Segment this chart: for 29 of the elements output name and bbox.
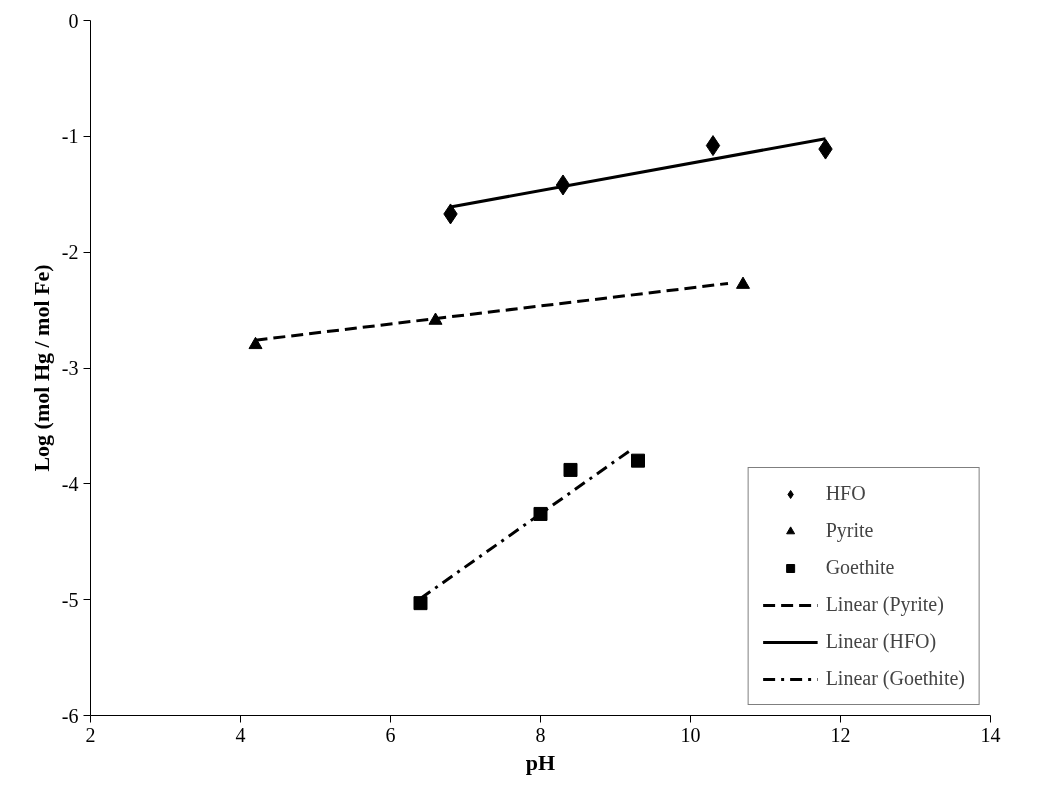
y-tick-label: -3 [61,357,79,379]
x-axis-title: pH [525,749,556,775]
y-tick-label: -5 [61,588,79,611]
y-tick-label: 0 [68,9,79,32]
point [705,135,721,157]
legend-label: Linear (Goethite) [825,667,965,690]
point [563,462,578,477]
legend-label: Pyrite [825,519,874,542]
x-tick-label: 10 [680,723,701,746]
x-tick-label: 6 [385,723,396,746]
y-tick-label: -1 [61,125,79,148]
point [428,312,443,325]
y-tick-label: -4 [61,472,79,495]
legend-label: HFO [825,482,866,505]
x-tick-label: 8 [535,723,546,746]
y-tick-label: -2 [61,241,79,264]
y-tick-label: -6 [61,704,79,727]
x-tick-label: 2 [85,723,96,746]
legend-label: Linear (HFO) [825,630,937,653]
y-axis-title: Log (mol Hg / mol Fe) [28,264,54,472]
point [248,336,263,350]
x-tick-label: 12 [830,723,851,746]
x-tick-label: 14 [980,723,1001,746]
x-tick-label: 4 [235,723,246,746]
legend-label: Goethite [825,556,895,579]
legend-label: Linear (Pyrite) [825,593,944,616]
point [736,276,750,289]
point [413,596,428,611]
point [631,453,645,468]
